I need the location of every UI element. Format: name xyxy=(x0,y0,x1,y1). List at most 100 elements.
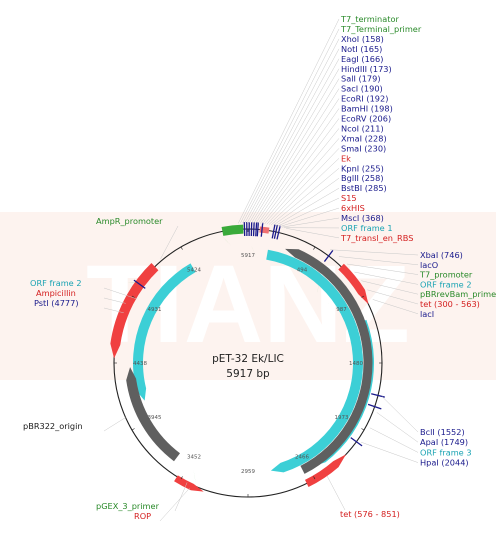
leader-line xyxy=(240,28,340,224)
laci-arc xyxy=(285,248,373,474)
right-top-feature-label: BstBI (285) xyxy=(341,183,387,193)
right-mid-feature-label: lacI xyxy=(420,309,434,319)
leader-line xyxy=(279,207,340,227)
pbr322-origin-label: pBR322_origin xyxy=(23,421,83,431)
right-top-feature-label: Ek xyxy=(341,153,351,163)
right-top-feature-label: BglII (258) xyxy=(341,173,384,183)
pgex-primer-mark xyxy=(193,469,197,486)
right-top-feature-label: ORF frame 1 xyxy=(341,223,393,233)
right-top-feature-label: EagI (166) xyxy=(341,54,383,64)
leader-line xyxy=(103,417,126,432)
position-tick-mark xyxy=(131,295,135,298)
position-tick-label: 4438 xyxy=(133,361,147,367)
position-tick-label: 4931 xyxy=(147,307,161,313)
right-mid-feature-label: pBRrevBam_primer xyxy=(420,289,496,299)
leader-line xyxy=(262,128,340,224)
position-tick-mark xyxy=(361,295,365,298)
t7-terminal-primer-mark xyxy=(220,234,232,247)
leader-line xyxy=(338,256,419,266)
left-label-column: AmpR_promoter ORF frame 2 Ampicillin Pst… xyxy=(23,216,163,521)
leader-line xyxy=(354,271,419,285)
right-top-feature-label: T7_terminator xyxy=(340,14,399,24)
restriction-site-mark xyxy=(276,225,281,240)
right-top-feature-label: SmaI (230) xyxy=(341,143,386,153)
plasmid-name: pET-32 Ek/LIC xyxy=(212,353,284,365)
right-top-feature-label: EcoRI (192) xyxy=(341,94,388,104)
right-mid-feature-label: T7_promoter xyxy=(419,270,473,280)
leader-line xyxy=(260,118,340,224)
position-ticks: 5917 494 987 1480 1973 2466 2959 3452 3945 4438 49… xyxy=(114,229,382,497)
restriction-site-mark xyxy=(271,224,276,239)
leader-line xyxy=(273,177,340,226)
leader-line xyxy=(253,88,340,224)
tet-top-arc xyxy=(338,263,369,305)
right-low-feature-label: ORF frame 3 xyxy=(420,447,472,457)
position-tick-label: 1480 xyxy=(349,361,363,367)
restriction-site-mark xyxy=(256,222,259,237)
position-tick-mark xyxy=(313,246,316,250)
right-top-feature-label: XmaI (228) xyxy=(341,133,387,143)
leader-line xyxy=(160,225,179,259)
leader-line xyxy=(246,58,340,224)
position-tick-label: 3452 xyxy=(187,455,201,461)
leader-line xyxy=(251,78,340,224)
right-mid-feature-label: tet (300 - 563) xyxy=(420,299,480,309)
leader-line xyxy=(159,487,190,522)
restriction-site-mark xyxy=(252,222,255,237)
leader-line xyxy=(249,68,340,224)
leader-line xyxy=(372,299,419,315)
leader-line xyxy=(381,396,419,433)
right-top-feature-label: T7_transl_en_RBS xyxy=(340,233,413,243)
leader-line xyxy=(277,197,340,227)
leader-line xyxy=(360,441,419,463)
position-tick-label: 5424 xyxy=(187,267,201,273)
ampicillin-arc xyxy=(110,263,159,359)
position-tick-label: 2466 xyxy=(295,455,309,461)
position-tick-label: 5917 xyxy=(241,253,255,259)
right-top-feature-label: T7_Terminal_primer xyxy=(340,24,422,34)
right-top-feature-label: EcoRV (206) xyxy=(341,114,391,124)
leader-line xyxy=(174,482,188,512)
leader-line xyxy=(367,289,419,305)
orf-frame-2-left-arc xyxy=(133,263,196,401)
amp-promoter-label: AmpR_promoter xyxy=(96,216,163,226)
leader-line xyxy=(103,287,138,300)
right-mid-feature-label: ORF frame 2 xyxy=(420,279,472,289)
leader-line xyxy=(103,297,126,304)
right-low-feature-label: HpaI (2044) xyxy=(420,458,469,468)
position-tick-label: 3945 xyxy=(147,415,161,421)
leader-line xyxy=(376,412,419,443)
rop-arc xyxy=(174,475,204,492)
leader-line xyxy=(268,158,340,225)
right-top-feature-label: XhoI (158) xyxy=(341,34,384,44)
leader-line xyxy=(264,138,340,225)
leader-line xyxy=(257,108,340,224)
right-top-feature-label: SalI (179) xyxy=(341,74,381,84)
leader-line xyxy=(275,187,340,226)
right-mid-feature-label: XbaI (746) xyxy=(420,250,463,260)
right-top-feature-label: HindIII (173) xyxy=(341,64,392,74)
rop-label: ROP xyxy=(134,511,151,521)
leader-line xyxy=(330,249,419,256)
restriction-site-mark xyxy=(133,279,146,289)
plasmid-length: 5917 bp xyxy=(226,368,270,380)
t7-terminator-arc xyxy=(221,224,244,236)
position-tick-label: 494 xyxy=(297,267,308,273)
pbr322-origin-arc xyxy=(126,367,180,462)
position-tick-mark xyxy=(180,476,183,480)
restriction-site-mark xyxy=(260,222,264,237)
position-tick-label: 987 xyxy=(336,307,347,313)
restriction-site-mark xyxy=(255,222,258,237)
right-top-feature-label: SacI (190) xyxy=(341,84,383,94)
right-top-feature-label: 6xHIS xyxy=(341,203,365,213)
watermark-band xyxy=(0,212,496,380)
leader-line xyxy=(238,18,340,224)
position-tick-mark xyxy=(180,246,183,250)
orf-frame-1-arc xyxy=(266,249,363,473)
leader-line xyxy=(281,217,340,228)
leader-line xyxy=(242,38,340,224)
